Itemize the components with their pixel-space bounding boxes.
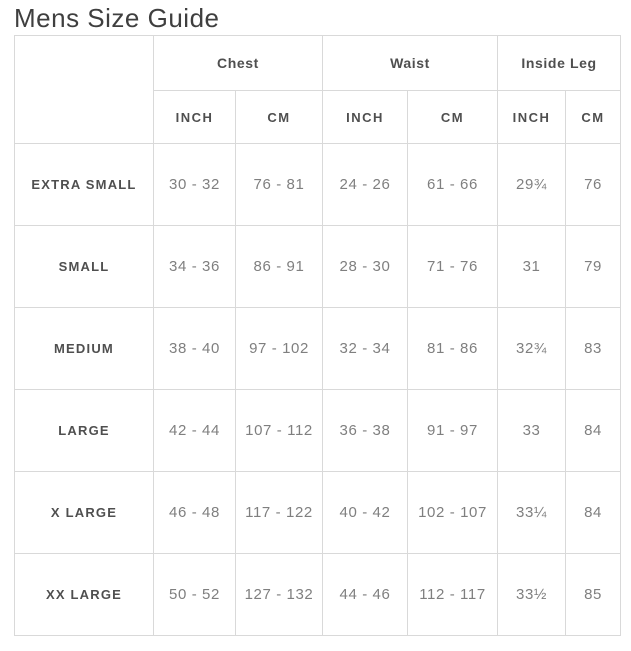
unit-header-waist-inch: INCH [322,90,408,144]
cell-leg-inch: 33 [497,389,567,472]
group-header-row: Chest Waist Inside Leg [14,35,622,144]
cell-waist-cm: 71 - 76 [406,225,499,308]
cell-waist-cm: 112 - 117 [406,553,499,636]
cell-leg-inch: 32¾ [497,307,567,390]
group-header-chest: Chest [153,35,323,91]
unit-header-row: INCH CM INCH CM INCH CM [15,90,622,144]
cell-chest-inch: 34 - 36 [153,225,236,308]
size-label: SMALL [14,225,154,308]
cell-chest-inch: 50 - 52 [153,553,236,636]
table-row: LARGE 42 - 44 107 - 112 36 - 38 91 - 97 … [14,389,622,472]
cell-waist-inch: 36 - 38 [322,389,408,472]
cell-chest-cm: 107 - 112 [235,389,323,472]
cell-waist-cm: 102 - 107 [406,471,499,554]
table-row: EXTRA SMALL 30 - 32 76 - 81 24 - 26 61 -… [14,143,622,226]
cell-chest-cm: 76 - 81 [235,143,323,226]
cell-leg-cm: 85 [565,553,622,636]
cell-waist-inch: 32 - 34 [322,307,408,390]
unit-header-chest-cm: CM [235,90,323,144]
table-row: X LARGE 46 - 48 117 - 122 40 - 42 102 - … [14,471,622,554]
size-label: X LARGE [14,471,154,554]
size-label: LARGE [14,389,154,472]
cell-chest-cm: 117 - 122 [235,471,323,554]
group-header-inside-leg: Inside Leg [497,35,622,91]
cell-leg-inch: 33½ [497,553,567,636]
table-row: SMALL 34 - 36 86 - 91 28 - 30 71 - 76 31… [14,225,622,308]
cell-chest-cm: 97 - 102 [235,307,323,390]
cell-leg-cm: 79 [565,225,622,308]
table-row: XX LARGE 50 - 52 127 - 132 44 - 46 112 -… [14,553,622,636]
corner-cell [14,35,154,144]
cell-chest-inch: 30 - 32 [153,143,236,226]
page-title: Mens Size Guide [14,3,220,33]
cell-leg-cm: 76 [565,143,622,226]
unit-header-chest-inch: INCH [153,90,236,144]
group-header-waist: Waist [321,35,499,91]
cell-waist-inch: 28 - 30 [322,225,408,308]
unit-header-waist-cm: CM [406,90,499,144]
cell-chest-cm: 86 - 91 [235,225,323,308]
cell-leg-cm: 83 [565,307,622,390]
cell-chest-inch: 46 - 48 [153,471,236,554]
cell-leg-cm: 84 [565,389,622,472]
cell-leg-inch: 31 [497,225,567,308]
cell-waist-inch: 24 - 26 [322,143,408,226]
size-guide-table: Chest Waist Inside Leg INCH CM INCH CM I… [14,35,622,636]
table-row: MEDIUM 38 - 40 97 - 102 32 - 34 81 - 86 … [14,307,622,390]
cell-waist-cm: 81 - 86 [406,307,499,390]
cell-waist-cm: 91 - 97 [406,389,499,472]
cell-waist-inch: 44 - 46 [322,553,408,636]
cell-chest-inch: 38 - 40 [153,307,236,390]
cell-chest-cm: 127 - 132 [235,553,323,636]
cell-leg-inch: 29¾ [497,143,567,226]
unit-header-leg-cm: CM [565,90,622,144]
cell-leg-inch: 33¼ [497,471,567,554]
cell-waist-cm: 61 - 66 [406,143,499,226]
size-label: EXTRA SMALL [14,143,154,226]
cell-leg-cm: 84 [565,471,622,554]
unit-header-leg-inch: INCH [497,90,567,144]
cell-chest-inch: 42 - 44 [153,389,236,472]
size-label: XX LARGE [14,553,154,636]
cell-waist-inch: 40 - 42 [322,471,408,554]
size-label: MEDIUM [14,307,154,390]
